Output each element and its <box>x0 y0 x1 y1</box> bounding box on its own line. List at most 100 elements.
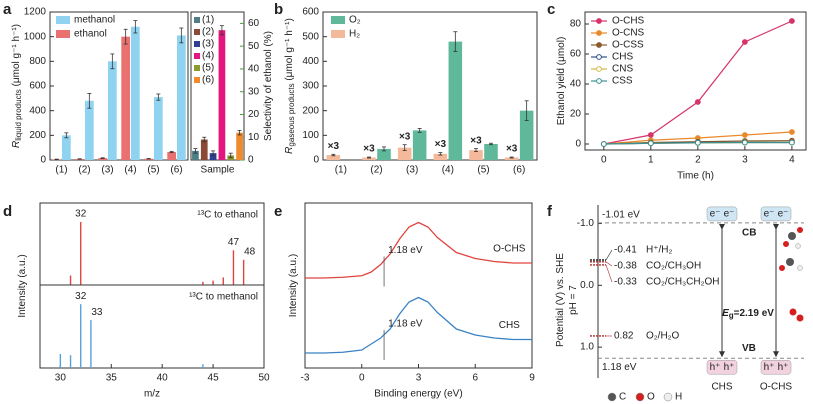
axis-label: Selectivity of ethanol (%) <box>263 31 274 141</box>
legend-label: ethanol <box>74 29 107 40</box>
x-tick-label: (1) <box>335 165 347 176</box>
axis-label: Intensity (a.u.) <box>288 254 299 317</box>
leader <box>605 249 613 261</box>
y-tick-label: 600 <box>29 81 46 92</box>
point <box>647 132 654 138</box>
gap-text: =2.19 eV <box>734 308 775 319</box>
x-tick-label: 0 <box>601 155 607 166</box>
panel-label: e <box>274 203 282 220</box>
curve-label: O-CHS <box>493 244 526 255</box>
y-tick-label: 0 <box>313 155 319 166</box>
x-tick-label: (6) <box>513 165 525 176</box>
legend-marker <box>596 42 602 48</box>
legend-swatch <box>194 77 200 83</box>
y-tick-label: 30 <box>248 86 260 97</box>
curve-label: CHS <box>499 320 520 331</box>
x-tick-label: 0 <box>359 373 365 384</box>
bar <box>504 157 519 160</box>
y-tick-label: -1.0 <box>577 218 595 229</box>
peak-label: 33 <box>91 307 103 318</box>
x-tick-label: 30 <box>55 373 67 384</box>
legend-swatch <box>331 30 345 38</box>
carrier: h⁺ <box>764 362 775 373</box>
axis-label-part: (μmol g⁻¹ h⁻¹) <box>284 18 295 83</box>
x-tick-label: 50 <box>258 373 270 384</box>
y-tick-label: 80 <box>570 19 582 30</box>
panel-label: b <box>274 1 283 18</box>
atom-label: C <box>619 392 626 403</box>
legend-label: (2) <box>202 27 214 38</box>
molecule-icons <box>779 227 804 322</box>
y-tick-label: 0 <box>248 155 254 166</box>
point <box>788 129 795 135</box>
x-tick-label: 35 <box>106 373 118 384</box>
leader <box>605 264 613 283</box>
plot-frame <box>584 11 807 151</box>
axis-label-part: (μmol g⁻¹ h⁻¹) <box>11 24 22 89</box>
bar <box>236 132 243 160</box>
legend-marker <box>596 66 602 72</box>
x-axis-label: Binding energy (eV) <box>374 389 462 400</box>
legend-label: CSS <box>612 76 633 87</box>
gap-sub: g <box>729 311 734 320</box>
bar <box>121 36 131 160</box>
carrier: e⁻ <box>710 209 721 220</box>
bar-annotation: ×3 <box>470 135 482 146</box>
band-name: VB <box>742 343 756 354</box>
legend-label: O-CNS <box>612 28 645 39</box>
redox-value: -0.41 <box>614 245 637 256</box>
bar <box>484 143 498 160</box>
point <box>741 139 748 146</box>
y-tick-label: 500 <box>302 31 319 42</box>
redox-couple: H⁺/H₂ <box>646 245 673 256</box>
peak-label: 48 <box>244 246 256 257</box>
legend-label: CNS <box>612 64 633 75</box>
bar <box>176 35 186 160</box>
bar <box>397 147 412 160</box>
axis-label-part: Selectivity of ethanol (%) <box>263 31 274 141</box>
x-tick-label: (2) <box>370 165 382 176</box>
y-tick-label: 400 <box>302 56 319 67</box>
plot-frame <box>39 284 265 369</box>
x-axis-label: m/z <box>144 389 160 400</box>
panel-label: a <box>3 1 12 18</box>
legend-marker <box>596 30 602 36</box>
peak-label: 47 <box>228 237 240 248</box>
x-tick-label: 45 <box>208 373 220 384</box>
bar <box>362 157 376 160</box>
x-tick-label: 2 <box>695 155 701 166</box>
bar <box>84 100 94 160</box>
band-gap-label: Eg=2.19 eV <box>722 308 774 320</box>
onset-label: 1.18 eV <box>388 245 423 256</box>
bar <box>448 41 463 160</box>
redox-value: 0.82 <box>614 331 634 342</box>
legend-label: O-CHS <box>612 16 645 27</box>
carrier: h⁺ <box>710 362 721 373</box>
carrier: e⁻ <box>764 209 775 220</box>
panel-label: c <box>547 1 555 18</box>
x-tick-label: (4) <box>442 165 454 176</box>
y-tick-label: 400 <box>29 105 46 116</box>
point <box>694 99 701 105</box>
carrier-box <box>706 206 738 222</box>
x-tick-label: 4 <box>789 155 795 166</box>
band-edge-label: -1.01 eV <box>602 210 640 221</box>
carrier: h⁺ <box>724 362 735 373</box>
axis-label: Rgaseous products (μmol g⁻¹ h⁻¹) <box>284 18 296 154</box>
legend-label: methanol <box>74 15 115 26</box>
y-tick-label: 200 <box>29 130 46 141</box>
axis-label-part: Intensity (a.u.) <box>288 254 299 317</box>
bar <box>192 150 199 160</box>
legend-swatch <box>194 29 200 35</box>
bar <box>218 30 226 160</box>
legend-label: (6) <box>202 75 214 86</box>
x-axis-label: Time (h) <box>677 171 714 182</box>
y-tick-label: 300 <box>302 81 319 92</box>
y-tick-label: 1000 <box>24 31 47 42</box>
x-tick-label: 40 <box>157 373 169 384</box>
atom-swatch <box>663 392 673 402</box>
bar <box>200 139 208 160</box>
atom-label: O <box>647 392 655 403</box>
panel-label: d <box>3 203 12 220</box>
legend-swatch <box>56 30 70 38</box>
